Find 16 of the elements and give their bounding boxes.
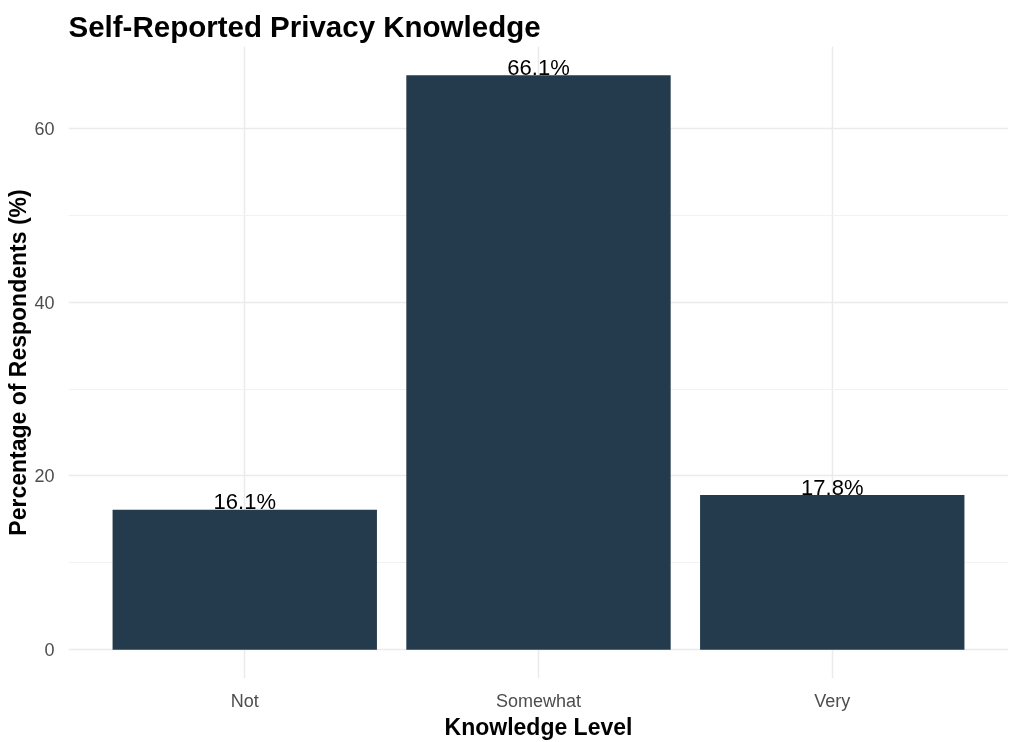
bar — [700, 495, 965, 650]
data-label: 16.1% — [213, 489, 276, 515]
data-label: 66.1% — [507, 54, 570, 80]
y-tick-label: 0 — [44, 640, 55, 661]
y-tick-label: 20 — [34, 466, 55, 487]
y-axis-title: Percentage of Respondents (%) — [5, 189, 32, 536]
x-tick-label: Very — [814, 690, 851, 711]
bar — [112, 509, 377, 650]
chart-title: Self-Reported Privacy Knowledge — [68, 9, 541, 43]
x-axis-title: Knowledge Level — [444, 713, 633, 740]
x-tick-label: Not — [230, 690, 259, 711]
x-tick-label: Somewhat — [495, 690, 582, 711]
y-tick-label: 60 — [34, 118, 55, 139]
data-label: 17.8% — [801, 474, 864, 500]
y-tick-label: 40 — [34, 292, 55, 313]
bar — [406, 75, 671, 650]
